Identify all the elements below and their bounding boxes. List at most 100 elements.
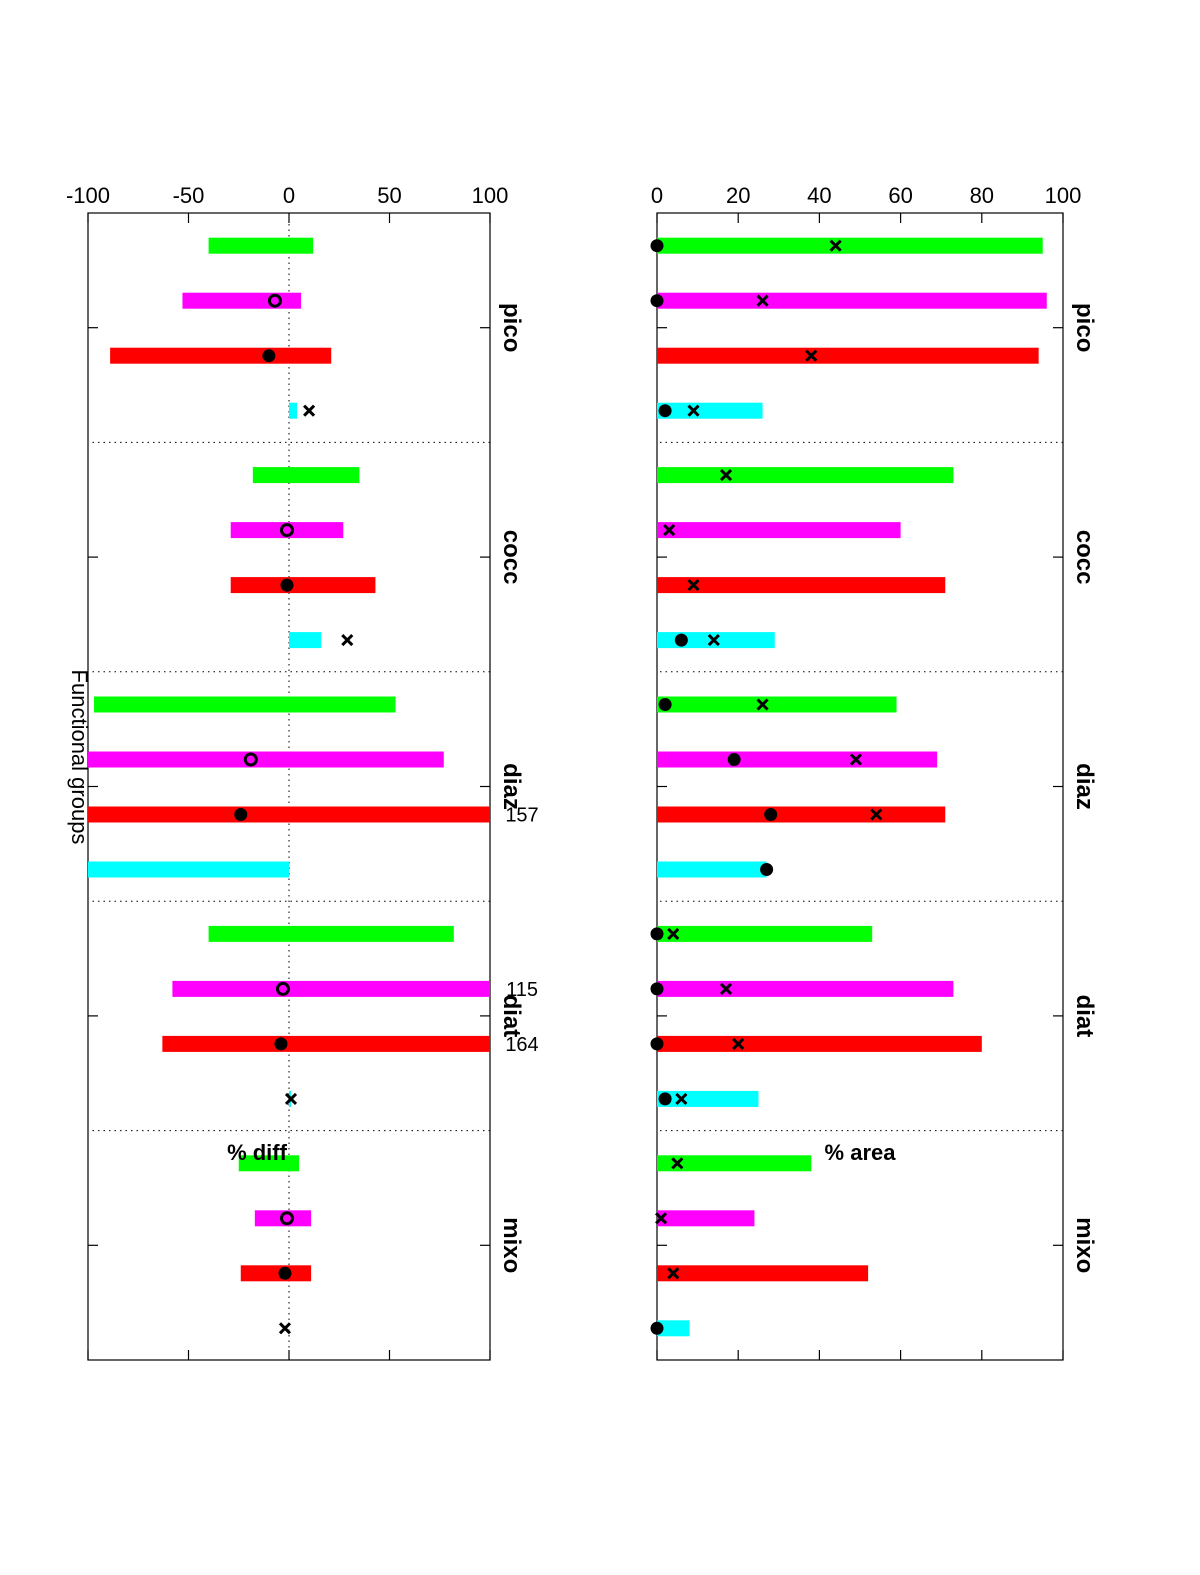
top-dot-marker-cocc (280, 578, 294, 592)
bottom-bar-cocc-s2 (656, 577, 946, 594)
top-bar-mixo-s0 (238, 1155, 300, 1172)
bottom-bar-diaz-s0 (657, 696, 897, 713)
top-bar-cocc-s0 (252, 467, 360, 484)
bottom-x-marker-mixo (654, 1212, 668, 1225)
bottom-chart-marks: 100 80 60 40 20 0 pico cocc diaz diat mixo (650, 183, 1098, 1360)
bottom-bar-pico-s1 (656, 292, 1047, 309)
bottom-x-marker-cocc (719, 469, 733, 482)
top-dot-marker-diaz (234, 808, 248, 821)
top-ytick-label: -50 (173, 183, 205, 208)
top-x-marker-cocc (341, 634, 354, 647)
top-dot-marker-mixo (278, 1266, 292, 1280)
bottom-dot-marker-diaz (727, 753, 741, 766)
bottom-bar-mixo-s0 (657, 1155, 812, 1172)
panel-percent-diff: 100 50 0 -50 -100 pico cocc diaz diat mixo 157 115 1… (66, 183, 539, 1361)
top-bar-cocc-s1 (230, 522, 344, 539)
top-bar-cocc-s2 (230, 577, 376, 594)
top-x-marker-pico (303, 404, 316, 417)
bottom-bar-cocc-s1 (657, 522, 901, 539)
bottom-x-marker-cocc (707, 634, 720, 647)
bottom-bar-diat-s0 (657, 925, 873, 942)
bottom-category-label-cocc: cocc (1071, 530, 1098, 585)
top-ytick-label: 50 (377, 183, 401, 208)
top-ytick-label: -100 (66, 183, 110, 208)
top-category-label-mixo: mixo (498, 1217, 525, 1273)
top-bar-pico-s0 (208, 237, 314, 254)
bottom-bar-diat-s3 (657, 1090, 759, 1107)
bottom-ytick-label: 20 (726, 183, 750, 208)
bottom-bar-diat-s1 (657, 980, 954, 997)
bottom-x-marker-mixo (671, 1157, 684, 1170)
top-ylabel: % diff (227, 1140, 288, 1165)
bottom-bar-pico-s3 (657, 402, 763, 419)
bottom-x-marker-pico (756, 294, 769, 307)
top-open-marker-diat (275, 981, 290, 996)
top-ytick-label: 100 (472, 183, 509, 208)
bottom-bar-pico-s2 (656, 347, 1039, 364)
bottom-bar-cocc-s0 (657, 467, 954, 484)
bottom-x-marker-diat (732, 1037, 745, 1050)
bottom-x-marker-pico (805, 349, 818, 362)
bottom-bar-diat-s2 (657, 1035, 982, 1052)
top-bar-cocc-s3 (288, 632, 322, 649)
top-bar-diat-s1 (172, 980, 490, 997)
bottom-category-label-diaz: diaz (1071, 763, 1098, 810)
bottom-dot-marker-pico (650, 294, 664, 308)
top-chart-marks: 100 50 0 -50 -100 pico cocc diaz diat mixo 157 115 1… (66, 183, 539, 1360)
bottom-x-marker-diaz (756, 698, 769, 711)
bottom-dot-marker-mixo (650, 1321, 664, 1335)
top-dot-marker-diat (274, 1037, 288, 1051)
bottom-bar-mixo-s3 (657, 1320, 690, 1337)
top-overflow-label: 115 (506, 979, 538, 1001)
top-open-marker-cocc (279, 523, 294, 538)
bottom-bar-diaz-s3 (656, 861, 767, 878)
top-overflow-label: 164 (505, 1034, 538, 1056)
top-bar-mixo-s2 (240, 1265, 312, 1282)
bottom-dot-marker-diaz (760, 863, 774, 876)
bottom-dot-marker-diaz (764, 808, 778, 821)
top-category-label-pico: pico (498, 303, 525, 352)
bottom-x-marker-pico (687, 404, 700, 417)
bottom-bar-mixo-s2 (657, 1265, 869, 1282)
bottom-x-marker-diat (667, 927, 680, 940)
bottom-ytick-label: 60 (888, 183, 912, 208)
bottom-dot-marker-pico (658, 404, 672, 418)
bottom-x-marker-diat (719, 982, 733, 995)
bottom-plot-frame (656, 212, 1064, 1361)
bottom-category-label-pico: pico (1071, 303, 1098, 352)
bottom-x-marker-mixo (667, 1267, 680, 1280)
bottom-dot-marker-diat (650, 982, 664, 996)
bottom-x-marker-diat (675, 1092, 688, 1105)
bottom-bar-diaz-s2 (656, 806, 946, 823)
bottom-bar-mixo-s1 (657, 1210, 755, 1227)
bottom-x-marker-diaz (870, 808, 883, 821)
bottom-category-label-diat: diat (1071, 995, 1098, 1038)
top-ytick-label: 0 (283, 183, 295, 208)
top-overflow-label: 157 (505, 805, 538, 827)
bottom-x-marker-cocc (687, 579, 700, 592)
bottom-dot-marker-cocc (674, 633, 688, 647)
top-dot-marker-pico (262, 349, 276, 363)
panel-percent-area: 100 80 60 40 20 0 pico cocc diaz diat mixo % area (650, 183, 1098, 1361)
bottom-dot-marker-diat (650, 927, 664, 941)
top-bar-pico-s1 (182, 292, 302, 309)
bottom-ytick-label: 100 (1045, 183, 1082, 208)
bottom-x-marker-pico (829, 239, 842, 252)
top-category-label-diat: diat (498, 995, 525, 1038)
top-open-marker-diaz (243, 752, 258, 767)
bottom-ylabel: % area (825, 1140, 897, 1165)
bottom-ytick-label: 40 (807, 183, 831, 208)
bottom-bar-diaz-s1 (657, 751, 938, 768)
top-open-marker-pico (267, 293, 282, 308)
top-bar-diaz-s0 (94, 696, 396, 713)
top-bar-diaz-s1 (88, 751, 444, 768)
top-bar-diaz-s3 (88, 861, 289, 878)
top-category-label-cocc: cocc (498, 530, 525, 585)
top-open-marker-mixo (279, 1211, 294, 1226)
bottom-ytick-label: 80 (970, 183, 994, 208)
bottom-dot-marker-diat (658, 1092, 672, 1106)
bottom-x-marker-diaz (849, 753, 863, 766)
bottom-dot-marker-diat (650, 1037, 664, 1051)
bottom-bar-pico-s0 (656, 237, 1043, 254)
